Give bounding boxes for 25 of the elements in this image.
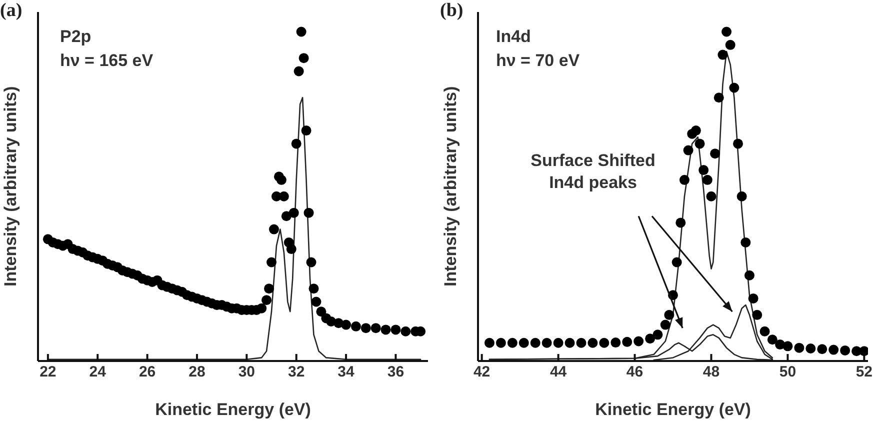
annotation: hν = 70 eV xyxy=(496,50,580,72)
x-tick-label: 44 xyxy=(550,364,568,381)
x-tick-label: 26 xyxy=(138,364,156,381)
chart-title: (a) xyxy=(0,0,22,22)
chart-title: (b) xyxy=(440,0,464,22)
x-tick-label: 22 xyxy=(40,364,56,381)
x-tick-label: 32 xyxy=(288,364,305,381)
annotation: In4d xyxy=(496,26,531,48)
x-tick-label: 30 xyxy=(238,364,256,381)
x-tick-label: 46 xyxy=(626,364,644,381)
x-tick-label: 42 xyxy=(473,364,490,381)
x-tick-label: 34 xyxy=(338,364,356,381)
x-tick-label: 50 xyxy=(779,364,796,381)
x-tick-label: 36 xyxy=(387,364,404,381)
x-tick-label: 24 xyxy=(89,364,107,381)
y-axis-title: Intensity (arbitrary units) xyxy=(1,86,20,286)
x-tick-label: 28 xyxy=(188,364,206,381)
x-axis-title: Kinetic Energy (eV) xyxy=(595,400,751,419)
annotation: Surface Shifted In4d peaks xyxy=(530,150,656,194)
x-tick-label: 52 xyxy=(856,364,873,381)
annotation: hν = 165 eV xyxy=(60,50,154,72)
y-axis-title: Intensity (arbitrary units) xyxy=(441,86,460,286)
x-axis-title: Kinetic Energy (eV) xyxy=(155,400,311,419)
annotation: P2p xyxy=(60,26,92,48)
x-tick-label: 48 xyxy=(702,364,720,381)
